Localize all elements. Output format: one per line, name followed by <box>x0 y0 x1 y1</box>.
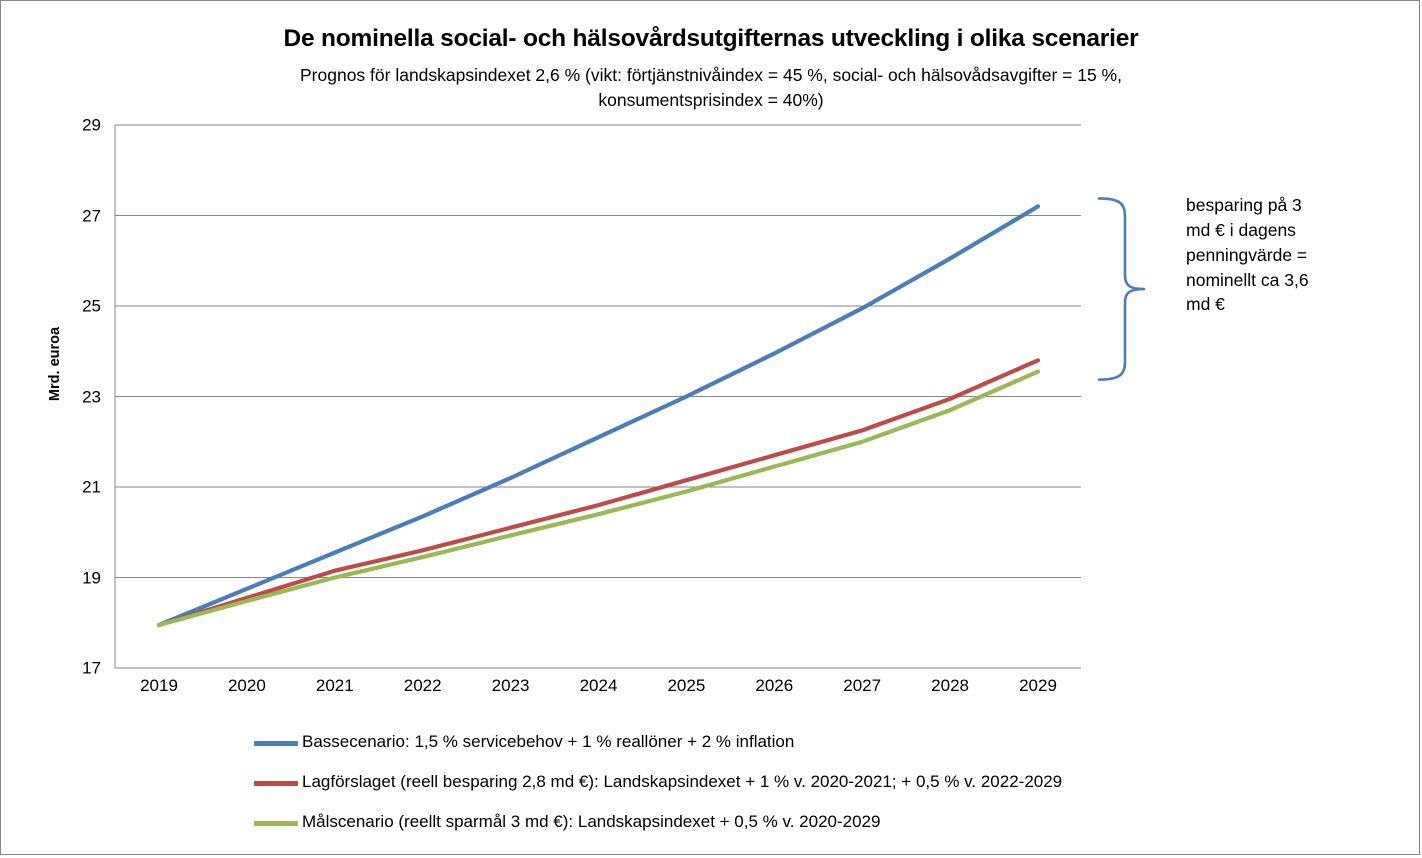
annotation-line-5: md € <box>1186 294 1225 315</box>
legend-label-2: Målscenario (reellt sparmål 3 md €): Lan… <box>302 812 881 831</box>
annotation-line-2: md € i dagens <box>1186 219 1296 240</box>
y-tick-label-25: 25 <box>82 296 101 316</box>
legend-label-0: Bassecenario: 1,5 % servicebehov + 1 % r… <box>302 732 795 751</box>
chart-legend: Bassecenario: 1,5 % servicebehov + 1 % r… <box>254 727 1254 847</box>
chart-subtitle-line-2: konsumentsprisindex = 40%) <box>598 90 824 111</box>
x-tick-label-2021: 2021 <box>315 676 354 695</box>
series-line-0 <box>156 204 1041 628</box>
annotation-line-3: penningvärde = <box>1186 244 1308 265</box>
savings-annotation: besparing på 3 md € i dagens penningvärd… <box>1186 193 1336 317</box>
series-line-1 <box>156 358 1041 628</box>
chart-subtitle-line-1: Prognos för landskapsindexet 2,6 % (vikt… <box>300 65 1122 85</box>
legend-label-1: Lagförslaget (reell besparing 2,8 md €):… <box>302 772 1063 791</box>
y-tick-label-19: 19 <box>82 568 101 587</box>
y-axis-tick-labels: 29 27 25 23 21 19 17 <box>57 1 101 856</box>
x-tick-label-2026: 2026 <box>755 676 794 695</box>
x-tick-label-2029: 2029 <box>1019 676 1057 695</box>
y-tick-label-23: 23 <box>82 387 101 406</box>
y-tick-label-17: 17 <box>82 658 101 678</box>
y-tick-label-27: 27 <box>82 206 101 225</box>
annotation-brace-icon <box>1097 197 1146 381</box>
x-tick-label-2028: 2028 <box>931 676 969 695</box>
annotation-line-4: nominellt ca 3,6 <box>1186 269 1309 290</box>
x-tick-label-2020: 2020 <box>227 676 266 695</box>
x-tick-label-2023: 2023 <box>491 676 530 695</box>
y-tick-label-21: 21 <box>82 477 101 497</box>
x-tick-label-2019: 2019 <box>140 676 178 695</box>
legend-item-0[interactable]: Bassecenario: 1,5 % servicebehov + 1 % r… <box>254 727 1254 767</box>
x-tick-label-2027: 2027 <box>843 676 882 695</box>
x-tick-label-2024: 2024 <box>579 676 618 695</box>
y-tick-label-29: 29 <box>82 115 101 135</box>
legend-swatch-icon-0 <box>254 741 298 746</box>
legend-swatch-icon-1 <box>254 781 298 786</box>
x-tick-label-2022: 2022 <box>403 676 442 695</box>
chart-title: De nominella social- och hälsovårdsutgif… <box>283 25 1139 52</box>
legend-swatch-icon-2 <box>254 821 298 826</box>
annotation-line-1: besparing på 3 <box>1186 195 1302 215</box>
chart-subtitle: Prognos för landskapsindexet 2,6 % (vikt… <box>181 63 1241 114</box>
series-line-2 <box>156 369 1041 628</box>
legend-item-2[interactable]: Målscenario (reellt sparmål 3 md €): Lan… <box>254 807 1254 847</box>
legend-item-1[interactable]: Lagförslaget (reell besparing 2,8 md €):… <box>254 767 1254 807</box>
x-tick-label-2025: 2025 <box>667 676 706 695</box>
